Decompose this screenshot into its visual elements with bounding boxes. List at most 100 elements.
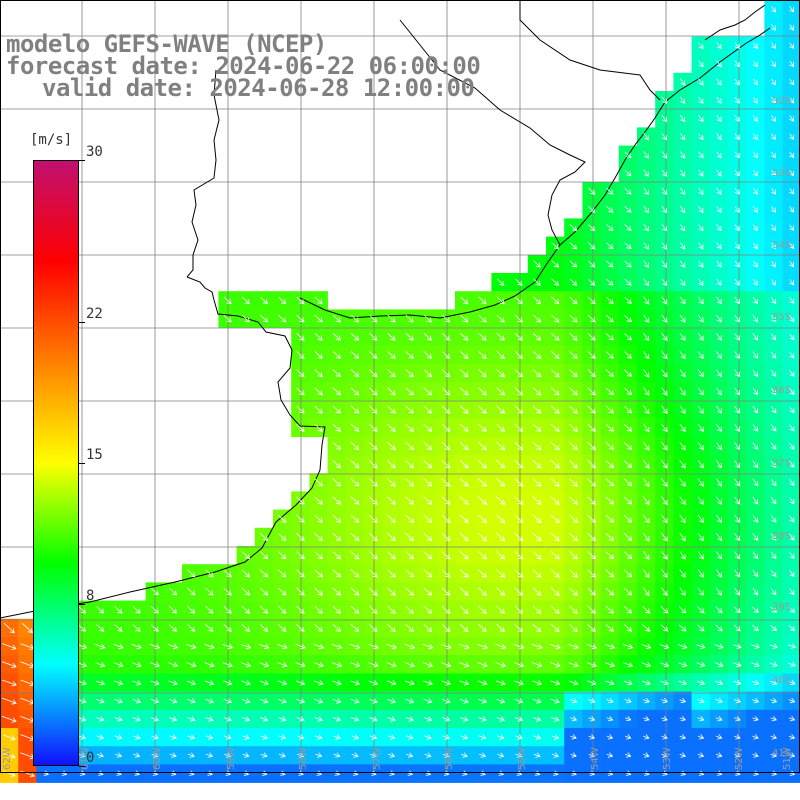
wind-arrow xyxy=(478,423,487,432)
wind-arrow xyxy=(550,441,560,451)
wind-arrow xyxy=(368,662,379,668)
wind-arrow xyxy=(259,314,269,323)
wind-arrow xyxy=(423,478,433,487)
wind-arrow xyxy=(259,605,269,614)
coastline-argentina xyxy=(0,276,326,619)
wind-arrow xyxy=(496,405,506,414)
wind-arrow xyxy=(789,242,795,250)
wind-arrow xyxy=(679,169,686,177)
wind-arrow xyxy=(770,387,777,396)
wind-arrow xyxy=(697,460,704,469)
wind-arrow xyxy=(752,405,759,414)
wind-arrow xyxy=(716,78,722,86)
wind-arrow xyxy=(531,662,543,668)
wind-arrow xyxy=(350,624,360,633)
wind-arrow xyxy=(734,478,741,487)
colorbar xyxy=(33,160,79,766)
wind-arrow xyxy=(532,387,542,396)
wind-arrow xyxy=(169,752,177,758)
wind-arrow xyxy=(752,478,759,487)
wind-speed-cell xyxy=(782,400,800,419)
wind-arrow xyxy=(496,351,505,360)
wind-arrow xyxy=(716,242,722,250)
wind-arrow xyxy=(241,314,250,323)
wind-arrow xyxy=(624,369,633,377)
wind-arrow xyxy=(679,332,686,341)
wind-arrow xyxy=(223,716,232,722)
wind-arrow xyxy=(751,643,760,649)
wind-arrow xyxy=(350,369,360,378)
wind-arrow xyxy=(771,169,777,177)
wind-arrow xyxy=(187,624,196,632)
wind-arrow xyxy=(734,314,740,323)
wind-arrow xyxy=(441,680,452,686)
wind-arrow xyxy=(2,661,17,669)
wind-arrow xyxy=(697,369,704,378)
wind-arrow xyxy=(477,680,488,686)
wind-arrow xyxy=(77,606,87,614)
wind-arrow xyxy=(1,715,17,723)
wind-arrow xyxy=(587,260,596,268)
wind-arrow xyxy=(187,716,196,722)
colorbar-tick-label: 22 xyxy=(86,305,103,322)
wind-arrow xyxy=(733,661,742,668)
wind-arrow xyxy=(568,662,579,668)
wind-arrow xyxy=(623,643,634,650)
wind-speed-cell xyxy=(782,527,800,547)
wind-speed-cell xyxy=(782,218,800,237)
wind-arrow xyxy=(679,752,687,758)
wind-arrow xyxy=(641,643,652,650)
wind-speed-cell xyxy=(782,564,800,583)
wind-arrow xyxy=(752,587,759,596)
wind-arrow xyxy=(678,624,687,632)
wind-arrow xyxy=(314,587,323,596)
wind-arrow xyxy=(496,460,506,469)
wind-arrow xyxy=(405,314,414,323)
wind-arrow xyxy=(296,734,305,740)
wind-arrow xyxy=(442,752,450,758)
wind-arrow xyxy=(587,423,596,432)
wind-arrow xyxy=(770,734,778,740)
wind-arrow xyxy=(661,715,668,722)
wind-arrow xyxy=(496,605,506,614)
wind-arrow xyxy=(734,333,740,341)
wind-arrow xyxy=(332,698,342,704)
wind-arrow xyxy=(587,224,596,232)
wind-arrow xyxy=(643,296,650,305)
wind-arrow xyxy=(405,478,415,487)
wind-arrow xyxy=(606,715,614,722)
wind-arrow xyxy=(679,260,686,268)
wind-arrow xyxy=(478,314,487,323)
wind-arrow xyxy=(423,351,433,359)
wind-arrow xyxy=(369,734,378,740)
wind-arrow xyxy=(313,662,324,668)
wind-arrow xyxy=(715,679,724,686)
wind-arrow xyxy=(20,770,36,778)
wind-arrow xyxy=(715,587,722,596)
wind-arrow xyxy=(333,752,341,758)
wind-arrow xyxy=(241,569,251,578)
wind-arrow xyxy=(770,460,777,469)
wind-arrow xyxy=(569,224,578,232)
wind-arrow xyxy=(296,514,305,523)
wind-arrow xyxy=(642,368,650,378)
wind-arrow xyxy=(770,533,777,541)
wind-arrow xyxy=(643,715,650,722)
wind-arrow xyxy=(679,532,686,542)
longitude-labels: 62W 61W 60W 59W 58W 57W 56W 55W 54W 53W 52W 51W xyxy=(2,747,793,770)
wind-arrow xyxy=(661,205,668,214)
wind-arrow xyxy=(679,114,686,123)
wind-arrow xyxy=(678,661,688,668)
wind-arrow xyxy=(789,569,795,578)
wind-arrow xyxy=(642,697,650,704)
wind-arrow xyxy=(643,223,650,232)
wind-arrow xyxy=(532,551,542,560)
wind-arrow xyxy=(441,587,451,596)
wind-arrow xyxy=(404,662,416,668)
wind-arrow xyxy=(789,97,795,104)
wind-arrow xyxy=(679,496,686,506)
wind-arrow xyxy=(514,698,524,704)
wind-arrow xyxy=(696,643,706,649)
wind-arrow xyxy=(441,441,451,451)
wind-arrow xyxy=(734,78,740,86)
